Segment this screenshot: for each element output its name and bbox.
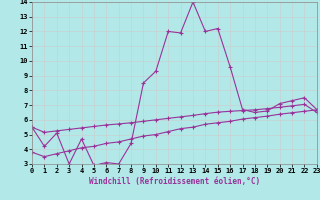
X-axis label: Windchill (Refroidissement éolien,°C): Windchill (Refroidissement éolien,°C) — [89, 177, 260, 186]
